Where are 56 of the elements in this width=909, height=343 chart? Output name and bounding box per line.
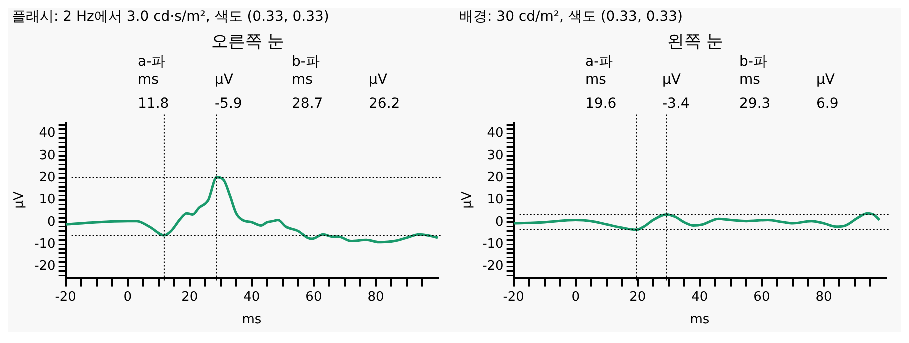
x-axis-title: ms (242, 312, 262, 328)
line-series (66, 176, 438, 244)
chart-subtitle: 배경: 30 cd/m², 색도 (0.33, 0.33) (458, 8, 684, 27)
x-tick-label: -20 (55, 290, 76, 305)
x-tick-label: 0 (124, 290, 132, 305)
x-tick-label: -20 (502, 290, 524, 305)
text: a-파 (138, 54, 167, 70)
text: 6.9 (816, 96, 840, 112)
text: b-파 (292, 54, 321, 70)
x-axis-title: ms (690, 312, 710, 328)
text: ms (586, 72, 608, 88)
line-series (513, 212, 881, 232)
x-tick-label: 80 (815, 290, 832, 305)
y-tick-label: 0 (495, 214, 504, 230)
y-tick-label: 20 (486, 170, 504, 186)
y-axis-title: μV (12, 192, 28, 209)
text: 11.8 (138, 96, 170, 112)
x-tick-label: 20 (182, 290, 198, 305)
text: μV (816, 72, 836, 88)
chart-title: 왼쪽 눈 (666, 31, 725, 54)
text: ms (292, 72, 314, 88)
y-tick-label: 30 (39, 148, 56, 164)
text: ms (138, 72, 160, 88)
text: μV (369, 72, 388, 88)
text: 26.2 (369, 96, 402, 112)
text: ms (740, 72, 762, 88)
x-tick-label: 40 (244, 290, 260, 305)
y-tick-label: -10 (482, 236, 504, 252)
y-tick-label: 0 (48, 214, 56, 230)
chart-title: 오른쪽 눈 (210, 31, 286, 54)
y-tick-label: -20 (482, 259, 504, 274)
y-tick-label: 40 (486, 126, 504, 142)
y-tick-label: 40 (39, 126, 56, 142)
y-tick-label: -10 (34, 236, 56, 252)
text: b-파 (740, 54, 768, 70)
x-tick-label: 40 (691, 290, 708, 305)
text: μV (662, 72, 682, 88)
text: 28.7 (292, 96, 324, 112)
y-tick-label: 20 (39, 170, 56, 186)
text: a-파 (586, 54, 614, 70)
x-tick-label: 0 (571, 290, 580, 305)
x-tick-label: 80 (368, 290, 384, 305)
y-axis-title: μV (460, 192, 475, 209)
y-tick-label: -20 (34, 259, 56, 274)
x-tick-label: 60 (753, 290, 770, 305)
x-tick-label: 20 (629, 290, 646, 305)
text: 19.6 (586, 96, 618, 112)
text: μV (215, 72, 234, 88)
text: -5.9 (215, 96, 244, 112)
text: -3.4 (662, 96, 691, 112)
y-tick-label: 30 (486, 148, 504, 164)
text: 29.3 (740, 96, 772, 112)
x-tick-label: 60 (306, 290, 322, 305)
y-tick-label: 10 (486, 192, 504, 208)
y-tick-label: 10 (39, 192, 56, 208)
chart-subtitle: 플래시: 2 Hz에서 3.0 cd·s/m², 색도 (0.33, 0.33) (11, 8, 330, 27)
